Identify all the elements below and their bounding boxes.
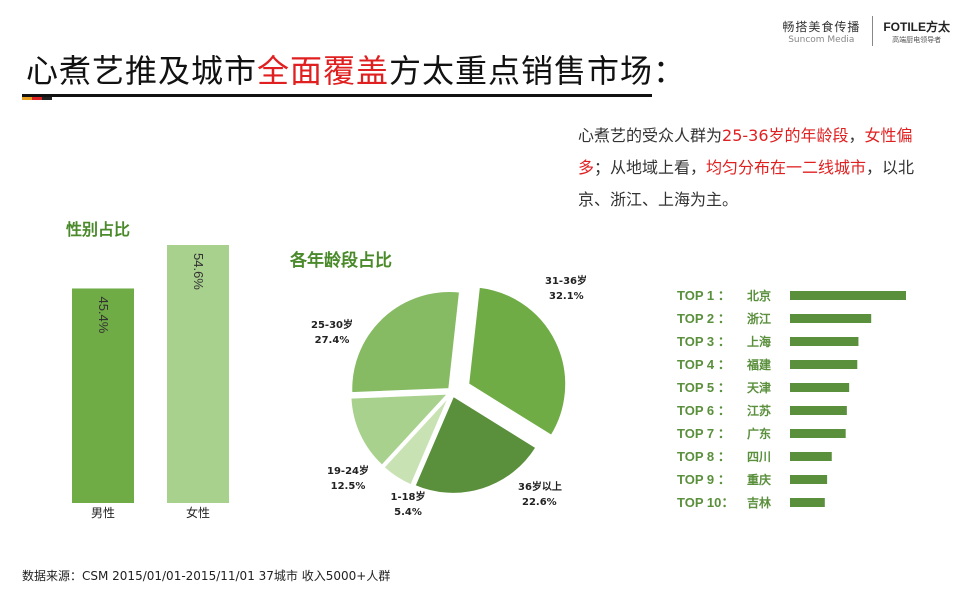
age-pie-chart: 31-36岁 32.1% 36岁以上 22.6% 1-18岁 5.4% 19-24岁 12.5…	[311, 274, 587, 518]
age-slice-0	[467, 285, 568, 438]
age-category-label-2: 1-18岁	[390, 490, 425, 503]
desc-distribution: 均匀分布在一二线城市	[706, 158, 867, 177]
age-slice-2	[381, 394, 451, 487]
city-bar-4	[790, 383, 850, 392]
title-highlight: 全面覆盖	[257, 52, 390, 90]
suncom-logo-en: Suncom Media	[788, 34, 855, 45]
gender-bar-0	[72, 288, 134, 503]
city-rank-label-9: TOP 10：	[677, 495, 734, 510]
city-name-label-1: 浙江	[747, 311, 771, 326]
city-bar-1	[790, 314, 872, 323]
city-bar-8	[790, 475, 828, 484]
city-name-label-7: 四川	[747, 450, 771, 464]
city-rank-label-4: TOP 5 ：	[677, 380, 731, 395]
desc-age-range: 25-36岁的年龄段	[722, 126, 849, 145]
city-name-label-9: 吉林	[747, 495, 771, 510]
desc-s7: ，以北京、浙江、上海为主。	[578, 158, 915, 209]
desc-s3: ，	[848, 126, 865, 145]
city-rank-label-0: TOP 1 ：	[677, 288, 731, 303]
data-source-footer: 数据来源：CSM 2015/01/01-2015/11/01 37城市 收入50…	[22, 569, 391, 583]
city-bar-0	[790, 291, 906, 300]
age-value-label-1: 22.6%	[522, 497, 557, 508]
fotile-logo-main: FOTILE方太	[883, 19, 950, 34]
desc-female-more: 女性偏多	[578, 126, 913, 177]
city-name-label-5: 江苏	[747, 403, 771, 418]
age-category-label-0: 31-36岁	[545, 274, 587, 287]
city-bar-3	[790, 360, 858, 369]
desc-s5: ；从地域上看，	[594, 158, 707, 177]
fotile-logo-sub: 高端厨电领导者	[892, 35, 942, 44]
city-name-label-0: 北京	[747, 288, 771, 303]
gender-category-label-1: 女性	[186, 505, 210, 520]
city-rank-label-5: TOP 6 ：	[677, 403, 731, 418]
gender-value-label-0: 45.4%	[96, 296, 111, 333]
suncom-logo: 畅搭美食传播 Suncom Media	[782, 18, 860, 45]
age-chart-title: 各年龄段占比	[290, 251, 392, 271]
city-rank-label-2: TOP 3 ：	[677, 334, 731, 349]
city-rank-label-8: TOP 9 ：	[677, 472, 731, 487]
gender-chart-title: 性别占比	[66, 220, 131, 239]
title-part1: 心煮艺推及城市	[26, 52, 258, 90]
suncom-logo-cn: 畅搭美食传播	[782, 19, 861, 34]
age-value-label-0: 32.1%	[549, 291, 584, 302]
description-text: 心煮艺的受众人群为25-36岁的年龄段，女性偏多；从地域上看，均匀分布在一二线城…	[578, 120, 918, 216]
age-category-label-4: 25-30岁	[311, 318, 353, 331]
age-category-label-1: 36岁以上	[518, 480, 562, 493]
age-slice-1	[413, 394, 538, 495]
city-bar-9	[790, 498, 825, 507]
gender-bar-chart: 45.4% 男性 54.6% 女性	[72, 245, 229, 520]
city-rank-label-7: TOP 8 ：	[677, 449, 731, 464]
age-category-label-3: 19-24岁	[327, 464, 369, 477]
city-rank-label-1: TOP 2 ：	[677, 311, 731, 326]
city-ranking-chart: TOP 1 ： 北京 TOP 2 ： 浙江 TOP 3 ： 上海 TOP 4 ： 福建 TOP …	[677, 288, 906, 510]
age-value-label-3: 12.5%	[331, 481, 366, 492]
gender-bar-1	[167, 245, 229, 503]
age-slice-3	[349, 392, 451, 468]
city-rank-label-3: TOP 4 ：	[677, 357, 731, 372]
city-name-label-8: 重庆	[747, 472, 771, 487]
city-bar-6	[790, 429, 846, 438]
city-name-label-6: 广东	[747, 426, 771, 441]
city-bar-2	[790, 337, 859, 346]
desc-s1: 心煮艺的受众人群为	[578, 126, 723, 145]
city-name-label-4: 天津	[747, 380, 771, 395]
title-part2: 方太重点销售市场：	[389, 52, 687, 90]
age-slice-4	[350, 290, 462, 395]
city-name-label-2: 上海	[747, 334, 771, 349]
title-underline-accent	[22, 97, 52, 100]
age-value-label-4: 27.4%	[315, 335, 350, 346]
age-value-label-2: 5.4%	[394, 507, 422, 518]
city-name-label-3: 福建	[746, 357, 772, 372]
gender-value-label-1: 54.6%	[191, 253, 206, 290]
title-underline	[22, 94, 652, 97]
page-title: 心煮艺推及城市全面覆盖方太重点销售市场：	[26, 46, 686, 92]
city-bar-5	[790, 406, 847, 415]
gender-category-label-0: 男性	[91, 506, 115, 520]
city-bar-7	[790, 452, 832, 461]
fotile-logo: FOTILE方太 高端厨电领导者	[883, 18, 950, 45]
logo-bar: 畅搭美食传播 Suncom Media FOTILE方太 高端厨电领导者	[782, 14, 950, 48]
logo-divider	[872, 16, 874, 46]
city-rank-label-6: TOP 7 ：	[677, 426, 731, 441]
